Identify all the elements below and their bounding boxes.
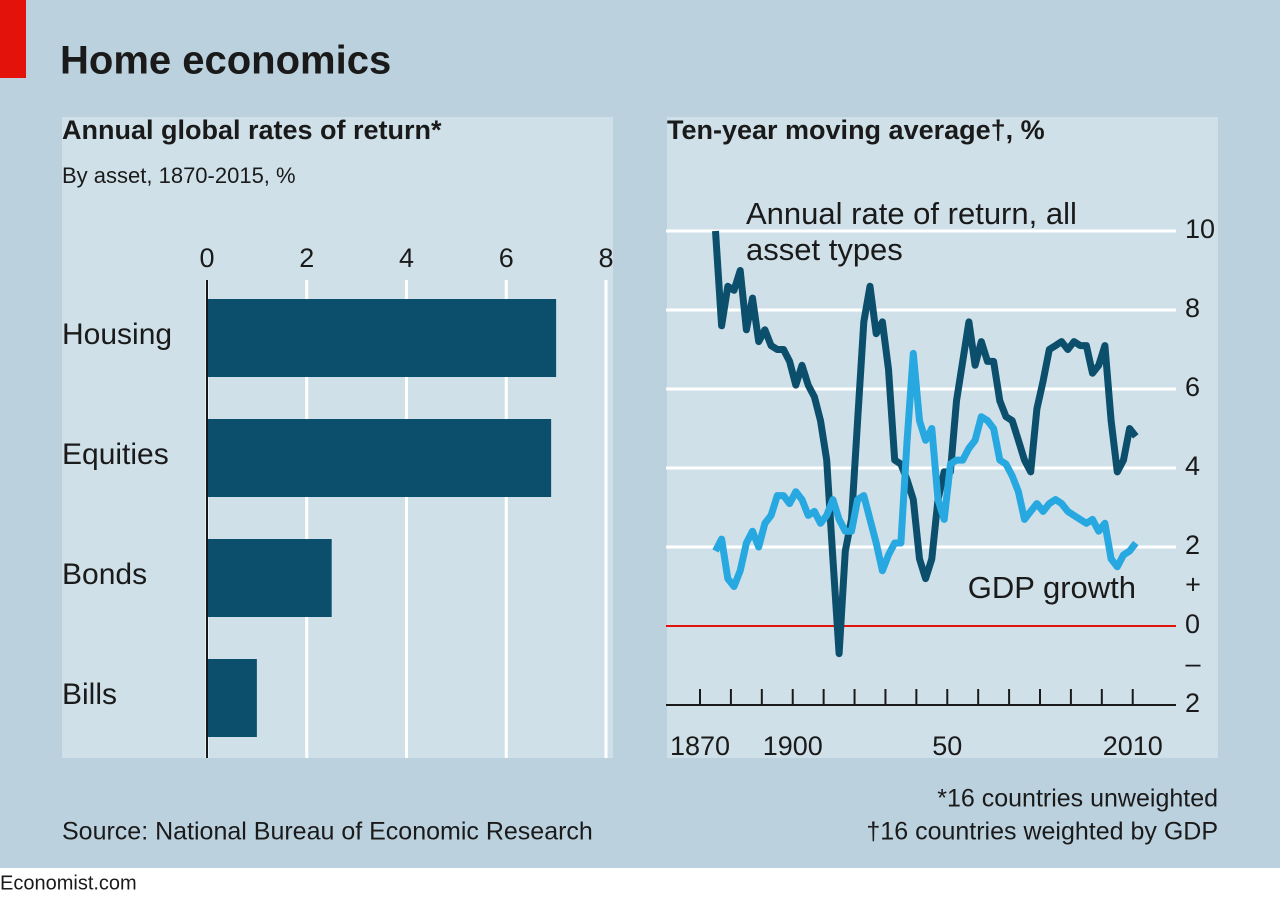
chart-title: Annual global rates of return* <box>62 115 442 145</box>
x-tick-label: 6 <box>499 243 514 273</box>
chart-title: Ten-year moving average†, % <box>667 115 1045 145</box>
y-tick-label: 8 <box>1185 293 1200 323</box>
y-tick-label: 4 <box>1185 451 1200 481</box>
bar <box>207 539 332 617</box>
y-tick-label: 2 <box>1185 530 1200 560</box>
legend-label: Annual rate of return, all asset types <box>746 196 1077 267</box>
category-label: Bills <box>62 678 117 711</box>
series-line <box>712 230 1139 658</box>
legend-label: GDP growth <box>968 570 1136 605</box>
category-label: Equities <box>62 438 169 471</box>
source: Source: National Bureau of Economic Rese… <box>62 818 593 846</box>
sign-label: + <box>1185 570 1201 600</box>
x-tick-label: 4 <box>399 243 414 273</box>
bar <box>207 299 557 377</box>
y-tick-label: 10 <box>1185 214 1215 244</box>
category-label: Housing <box>62 318 172 351</box>
x-tick-label: 1870 <box>670 731 730 761</box>
chart-subtitle: By asset, 1870-2015, % <box>62 163 296 188</box>
series-line <box>712 349 1139 590</box>
sign-label: – <box>1185 649 1200 679</box>
page-title: Home economics <box>60 39 391 83</box>
red-tag <box>0 0 26 78</box>
x-tick-label: 1900 <box>763 731 823 761</box>
bar <box>207 659 257 737</box>
footnote: †16 countries weighted by GDP <box>866 818 1218 846</box>
legend-label-box: Annual rate of return, all asset types <box>746 196 1077 267</box>
y-tick-label: 2 <box>1185 688 1200 718</box>
category-label: Bonds <box>62 558 147 591</box>
y-tick-label: 0 <box>1185 609 1200 639</box>
x-tick-label: 2010 <box>1103 731 1163 761</box>
y-tick-label: 6 <box>1185 372 1200 402</box>
x-tick-label: 50 <box>932 731 962 761</box>
x-tick-label: 0 <box>199 243 214 273</box>
credit: Economist.com <box>0 872 137 894</box>
bar <box>207 419 552 497</box>
footnote: *16 countries unweighted <box>937 785 1218 813</box>
x-tick-label: 8 <box>598 243 613 273</box>
x-tick-label: 2 <box>299 243 314 273</box>
